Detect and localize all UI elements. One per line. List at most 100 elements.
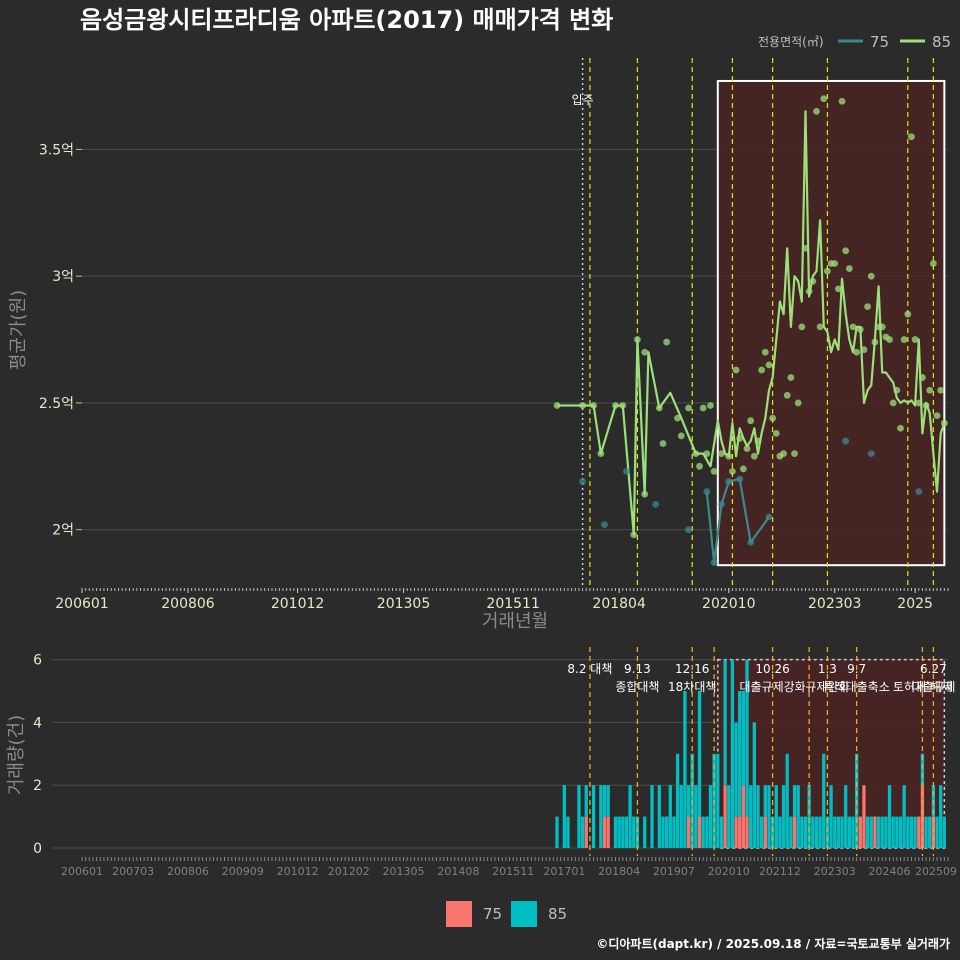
volume-bar-85 [792,785,797,817]
volume-bar-85 [869,816,873,848]
volume-bar-75 [734,816,738,848]
series-85-point [937,386,945,394]
series-85-point [871,338,879,346]
series-85-point [761,348,769,356]
volume-bar-75 [917,816,921,848]
series-85-point [856,326,864,333]
price-y-tick-label: 2.5억 [39,396,74,412]
volume-bar-85 [701,816,705,848]
price-series-points [553,95,948,567]
volume-x-tick-label: 201907 [653,865,695,878]
series-85-point [590,402,597,409]
series-75-point [736,475,744,483]
volume-bar-85 [920,753,925,786]
policy-annotation-name: 토허제 해제 [893,680,952,694]
series-75-point [765,513,773,521]
volume-bar-85 [814,816,819,848]
series-85-point [805,287,813,295]
legend-bar-75-swatch [446,901,472,927]
volume-x-tick-label: 202509 [915,865,957,878]
volume-x-tick-label: 201408 [437,865,479,878]
volume-bar-75 [602,816,607,848]
series-75-point [718,500,725,508]
volume-bar-85 [617,816,621,848]
volume-bar-85 [818,816,822,848]
policy-annotation-name: 종합대책 [615,679,659,694]
series-75-point [685,526,692,534]
volume-bar-85 [624,816,629,848]
volume-x-tick-label: 200806 [167,865,209,878]
policy-annotation-date: 12.16 [675,662,709,676]
series-85-point [663,338,671,346]
price-x-tick-label: 200601 [55,596,108,612]
series-85-point [900,336,908,343]
volume-bar-85 [643,816,647,848]
series-85-point [926,386,934,394]
series-85-point [579,402,586,409]
series-85-point [838,97,846,105]
series-75-point [601,521,608,529]
volume-bar-85 [584,785,588,817]
volume-bar-85 [697,690,702,817]
volume-x-tick-label: 201804 [598,865,640,878]
legend-title: 전용면적(㎡) [758,35,824,49]
series-85-point [703,450,711,458]
price-x-tick-label: 202303 [808,596,861,612]
volume-bar-85 [781,785,786,848]
volume-bar-85 [785,753,789,848]
volume-bar-85 [895,816,899,848]
volume-bar-85 [708,785,713,848]
volume-bar-85 [730,659,735,848]
series-85-point [772,429,780,437]
series-85-point [765,361,773,369]
series-85-point [747,417,755,425]
series-85-point [842,247,850,255]
volume-bar-85 [760,816,764,848]
series-85-point [655,404,663,412]
series-85-point [619,402,627,409]
policy-annotation-date: 6.27 [920,662,947,676]
volume-bar-85 [796,785,800,848]
volume-bar-85 [716,753,720,848]
price-x-axis-title: 거래년월 [482,611,548,632]
volume-x-tick-label: 201701 [543,865,585,878]
volume-bar-75 [792,816,797,848]
price-panel: 2억 2.5억 3억 3.5억 200601 200806 201012 201305 201… [8,58,949,632]
volume-bar-85 [675,753,680,848]
volume-bar-75 [858,816,862,848]
price-x-tick-label: 201012 [271,596,324,612]
series-85-line [557,110,946,536]
policy-annotation-date: 8.2 대책 [567,661,612,676]
series-85-point [769,414,777,422]
price-x-tick-label: 2025 [897,596,933,612]
volume-bar-85 [902,785,906,848]
series-85-point [834,285,842,293]
series-85-point [674,414,682,422]
series-85-point [904,310,912,318]
volume-bar-85 [752,722,756,848]
volume-bar-75 [686,816,691,848]
volume-bar-85 [661,816,665,848]
volume-bar-85 [836,816,841,848]
volume-x-tick-label: 200909 [222,865,264,878]
price-x-tick-label: 201305 [377,596,430,612]
volume-bar-85 [664,816,669,848]
series-85-point [940,419,948,427]
series-85-point [641,348,649,356]
series-85-point [809,277,817,285]
volume-x-tick-label: 202112 [759,865,801,878]
volume-legend: 75 85 [446,901,567,927]
volume-bar-85 [606,785,610,817]
series-85-point [929,260,937,267]
volume-bar-85 [683,690,687,848]
volume-bar-85 [672,816,676,848]
series-85-point [597,450,605,458]
volume-bar-85 [650,785,654,848]
volume-x-tick-label: 202303 [814,865,856,878]
series-85-point [794,399,802,407]
volume-bar-85 [829,785,833,848]
volume-bar-85 [811,816,815,848]
volume-y-tick-label: 4 [33,715,42,731]
series-85-point [798,323,806,331]
volume-bar-85 [800,816,804,848]
